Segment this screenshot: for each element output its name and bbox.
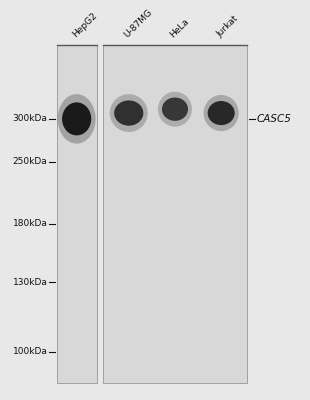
Ellipse shape [110, 94, 148, 132]
Ellipse shape [158, 92, 192, 127]
Ellipse shape [204, 95, 239, 131]
Text: 130kDa: 130kDa [13, 278, 47, 286]
Text: 100kDa: 100kDa [13, 348, 47, 356]
Text: 300kDa: 300kDa [13, 114, 47, 123]
Ellipse shape [162, 98, 188, 121]
Ellipse shape [114, 100, 143, 126]
Text: Jurkat: Jurkat [215, 14, 240, 39]
Ellipse shape [208, 101, 235, 125]
Text: HepG2: HepG2 [70, 11, 98, 39]
FancyBboxPatch shape [103, 45, 247, 383]
Text: CASC5: CASC5 [256, 114, 291, 124]
Text: U-87MG: U-87MG [122, 8, 154, 39]
Ellipse shape [58, 94, 95, 144]
Text: 250kDa: 250kDa [13, 157, 47, 166]
Text: 180kDa: 180kDa [13, 219, 47, 228]
Text: HeLa: HeLa [169, 17, 191, 39]
FancyBboxPatch shape [57, 45, 97, 383]
Ellipse shape [62, 102, 91, 136]
